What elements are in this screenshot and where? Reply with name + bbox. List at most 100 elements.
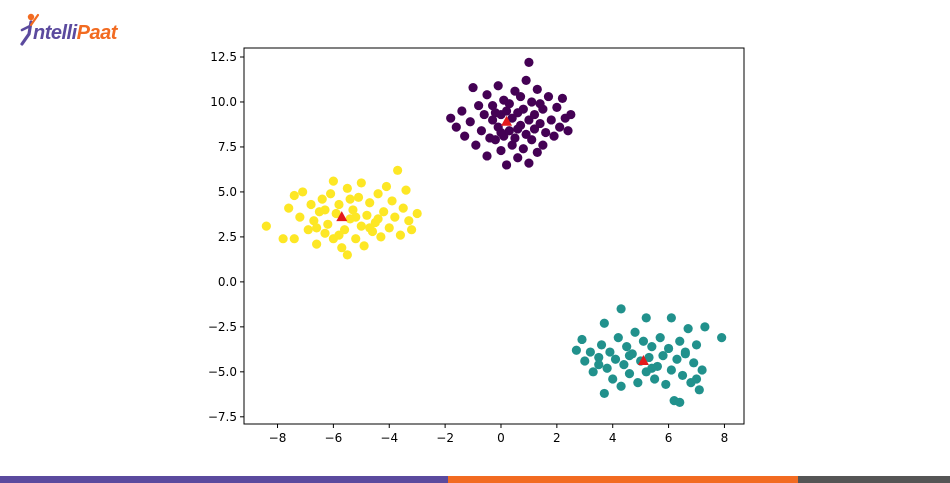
scatter-point [677, 370, 688, 381]
scatter-point [317, 194, 327, 204]
bottom-bar-orange [448, 476, 798, 483]
scatter-point [504, 126, 514, 136]
y-axis: −7.5 −5.0 −2.5 0.0 2.5 5.0 7.5 10.0 12.5 [208, 50, 244, 424]
scatter-point [496, 145, 506, 156]
scatter-point [373, 214, 383, 224]
centroid-marker [501, 115, 513, 126]
scatter-point [619, 360, 629, 370]
scatter-point [666, 313, 676, 323]
scatter-point [647, 363, 657, 373]
scatter-point [527, 97, 537, 107]
scatter-point [501, 160, 512, 170]
scatter-point [594, 352, 604, 363]
scatter-point [365, 198, 375, 208]
scatter-point [577, 334, 587, 345]
scatter-point [490, 135, 500, 145]
bottom-bar-purple [0, 476, 448, 483]
scatter-point [356, 221, 366, 231]
x-tick-label: 0 [497, 431, 505, 445]
scatter-point [309, 216, 319, 226]
scatter-point [348, 205, 358, 215]
scatter-point [566, 109, 576, 120]
scatter-point [610, 354, 621, 364]
scatter-point [345, 194, 355, 204]
scatter-point [482, 151, 492, 161]
scatter-point [479, 109, 489, 120]
scatter-point [351, 234, 361, 244]
centroid-markers [336, 115, 649, 366]
scatter-point [356, 178, 366, 188]
data-points [261, 57, 727, 408]
scatter-point [532, 147, 542, 157]
scatter-point [563, 126, 573, 136]
scatter-point [406, 225, 417, 235]
scatter-point [353, 192, 364, 202]
scatter-point [501, 106, 512, 116]
scatter-point [261, 221, 271, 231]
logo-wordmark: ntelliPaat [33, 22, 117, 45]
scatter-point [683, 324, 693, 334]
scatter-point [549, 131, 559, 141]
scatter-point [482, 90, 492, 100]
scatter-point [510, 133, 520, 143]
scatter-point [393, 165, 403, 175]
scatter-point [644, 352, 654, 363]
scatter-point [351, 212, 361, 222]
scatter-point [680, 347, 690, 357]
y-tick-label: −2.5 [208, 320, 237, 334]
scatter-point [328, 176, 338, 186]
scatter-point [312, 223, 322, 233]
y-tick-label: −7.5 [208, 410, 237, 424]
scatter-point [395, 230, 406, 240]
x-tick-label: −6 [325, 431, 343, 445]
centroid-marker [637, 355, 649, 366]
scatter-point [596, 340, 607, 350]
scatter-point [278, 234, 288, 244]
scatter-point [289, 234, 299, 244]
scatter-point [655, 333, 665, 343]
scatter-point [465, 117, 475, 127]
scatter-point [490, 108, 500, 118]
scatter-point [365, 223, 375, 233]
scatter-point [507, 140, 517, 150]
scatter-point [379, 207, 389, 217]
scatter-point [675, 336, 685, 346]
scatter-point [312, 239, 322, 249]
scatter-point [638, 336, 649, 346]
scatter-point [359, 241, 369, 251]
x-tick-label: −8 [269, 431, 287, 445]
scatter-point [689, 358, 699, 368]
scatter-point [527, 135, 537, 145]
intellipaat-logo: ntelliPaat [18, 10, 140, 50]
scatter-point [675, 397, 685, 408]
scatter-point [476, 126, 487, 136]
scatter-point [334, 230, 344, 240]
scatter-point [599, 318, 609, 328]
y-tick-label: 12.5 [210, 50, 237, 64]
scatter-point [691, 340, 702, 350]
scatter-point [602, 363, 612, 373]
scatter-point [381, 181, 392, 192]
scatter-point [605, 347, 615, 357]
y-tick-label: 0.0 [218, 275, 237, 289]
scatter-point [546, 115, 556, 125]
scatter-point [320, 228, 330, 238]
scatter-point [624, 351, 635, 361]
scatter-point [331, 208, 341, 219]
y-tick-label: 5.0 [218, 185, 237, 199]
scatter-point [451, 122, 461, 132]
scatter-point [691, 374, 702, 384]
scatter-point [457, 106, 467, 116]
scatter-point [306, 199, 316, 210]
scatter-point [518, 104, 528, 114]
x-tick-label: 6 [665, 431, 673, 445]
scatter-point [284, 203, 294, 213]
x-tick-label: 8 [721, 431, 729, 445]
y-tick-label: 10.0 [210, 95, 237, 109]
scatter-point [342, 183, 352, 193]
scatter-point [521, 75, 531, 85]
scatter-point [446, 113, 456, 123]
y-tick-label: 2.5 [218, 230, 237, 244]
x-tick-label: −2 [436, 431, 454, 445]
